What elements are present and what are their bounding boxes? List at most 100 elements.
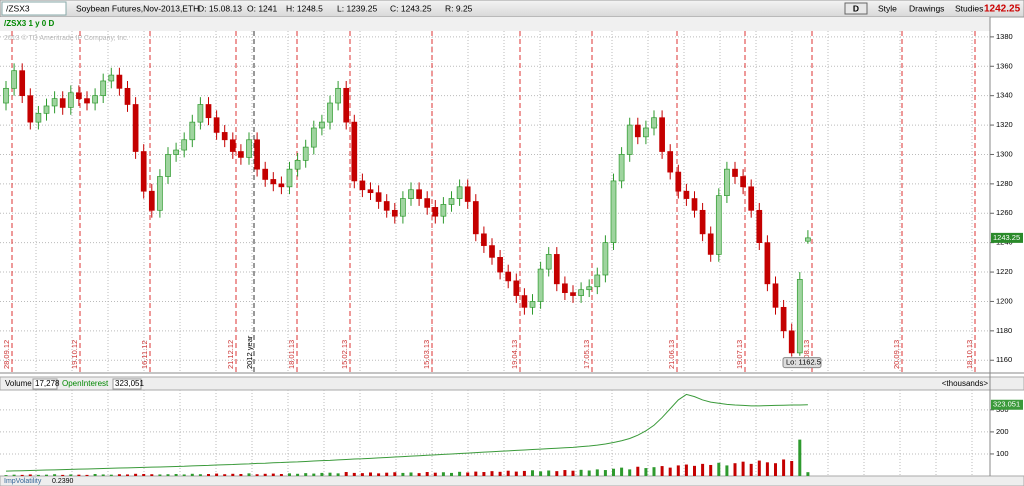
- last-price-label: 1243.25: [993, 233, 1020, 242]
- volume-bar: [263, 473, 267, 476]
- candle-body: [327, 102, 333, 123]
- candle-body: [529, 301, 536, 308]
- volume-bar: [628, 469, 632, 476]
- volume-bar: [336, 473, 340, 476]
- candle-body: [391, 209, 398, 217]
- candle-body: [497, 257, 503, 273]
- volume-bar: [126, 474, 129, 476]
- y-tick-label: 1200: [996, 296, 1013, 305]
- candle-body: [181, 139, 188, 151]
- candle-body: [270, 179, 277, 185]
- volume-bar: [693, 465, 696, 476]
- volume-bar: [539, 471, 543, 476]
- volume-bar: [757, 460, 761, 476]
- volume-bar: [109, 474, 113, 476]
- y-tick-label: 100: [996, 449, 1009, 458]
- low: L: 1239.25: [337, 3, 377, 13]
- volume-bar: [417, 473, 421, 476]
- aggregation[interactable]: D: [853, 3, 859, 13]
- volume-bar: [328, 472, 332, 476]
- volume-bar: [514, 471, 518, 476]
- candle-body: [367, 189, 374, 194]
- candle-body: [521, 295, 528, 308]
- volume-bar: [482, 472, 486, 476]
- volume-bar: [207, 474, 210, 476]
- volume-bar: [182, 474, 186, 476]
- close: C: 1243.25: [390, 3, 432, 13]
- y-tick-label: 1320: [996, 120, 1013, 129]
- candle-body: [11, 70, 17, 89]
- volume-bar: [595, 469, 599, 476]
- candle-body: [51, 98, 58, 107]
- candle-body: [221, 132, 228, 141]
- candle-body: [189, 121, 196, 141]
- volume-bar: [20, 474, 24, 476]
- candle-body: [537, 268, 544, 302]
- copyright: 2013 © TD Ameritrade IP Company, Inc.: [4, 34, 129, 42]
- volume-bar: [555, 471, 559, 476]
- volume-bar: [790, 461, 794, 476]
- aggregation-button[interactable]: [844, 2, 868, 15]
- candle-body: [294, 159, 301, 170]
- volume-bar: [198, 474, 202, 476]
- candle-body: [35, 112, 42, 123]
- year-marker: 2012 year: [245, 335, 254, 369]
- volume-bar: [660, 466, 664, 476]
- volume-bar: [668, 467, 672, 476]
- candle-body: [108, 74, 115, 82]
- y-tick-label: 1280: [996, 179, 1013, 188]
- candle-body: [513, 280, 520, 296]
- date-marker: 19.07.13: [735, 340, 744, 369]
- series-value: 17,278: [35, 379, 60, 388]
- volume-bar: [61, 474, 65, 476]
- date-marker: 17.05.13: [582, 340, 591, 369]
- volume-bar: [288, 473, 291, 476]
- candle-body: [148, 190, 155, 211]
- candle-body: [772, 283, 779, 308]
- y-tick-label: 1380: [996, 32, 1013, 41]
- candle-body: [634, 124, 641, 138]
- series-value: 323,051: [115, 379, 144, 388]
- candle-body: [610, 180, 617, 244]
- candle-body: [408, 189, 414, 199]
- date-marker: 16.11.12: [140, 340, 149, 369]
- volume-bar: [506, 470, 510, 476]
- volume-bar: [53, 474, 57, 476]
- bottom-header: [0, 475, 1024, 486]
- style-button[interactable]: Style: [878, 3, 897, 13]
- candle-body: [238, 151, 244, 158]
- volume-bar: [158, 474, 162, 476]
- candle-body: [351, 121, 358, 182]
- volume-bar: [134, 473, 138, 476]
- unit-label: <thousands>: [942, 379, 989, 388]
- volume-bar: [490, 471, 494, 476]
- candle-body: [124, 87, 131, 105]
- volume-bar: [401, 472, 405, 476]
- y-tick-label: 1160: [996, 355, 1012, 364]
- range: R: 9.25: [445, 3, 473, 13]
- symbol-box[interactable]: [1, 1, 67, 16]
- last-trade: 1242.25: [984, 4, 1021, 15]
- volume-bar: [12, 474, 16, 476]
- volume-bar: [701, 463, 705, 476]
- candle-body: [505, 271, 512, 282]
- studies-button[interactable]: Studies: [955, 3, 983, 13]
- candle-body: [310, 127, 317, 148]
- volume-bar: [93, 474, 97, 476]
- drawings-button[interactable]: Drawings: [909, 3, 944, 13]
- volume-bar: [4, 475, 8, 476]
- symbol[interactable]: /ZSX3: [6, 3, 30, 13]
- open: O: 1241: [247, 3, 278, 13]
- volume-bar: [352, 472, 356, 476]
- volume-bar: [369, 472, 372, 476]
- volume-bar: [190, 473, 194, 476]
- candle-body: [3, 87, 9, 104]
- volume-bar: [806, 472, 810, 476]
- volume-bar: [450, 472, 453, 476]
- volume-bar: [458, 471, 462, 476]
- volume-bar: [684, 464, 688, 476]
- candle-body: [383, 201, 390, 211]
- volume-bar: [271, 473, 275, 476]
- volume-bar: [531, 470, 534, 476]
- candle-body: [732, 168, 738, 177]
